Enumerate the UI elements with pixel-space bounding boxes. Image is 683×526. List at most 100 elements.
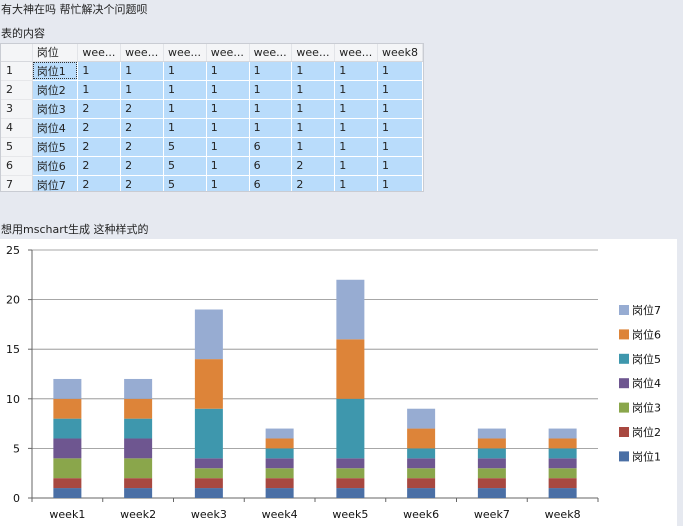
- bar-segment-week4-岗位3: [265, 468, 294, 479]
- data-grid[interactable]: 岗位 wee... wee... wee... wee... wee... we…: [0, 43, 424, 192]
- bar-segment-week7-岗位6: [477, 438, 506, 449]
- column-header[interactable]: wee...: [120, 44, 164, 62]
- table-row[interactable]: 5 岗位5 2 2 5 1 6 1 1 1: [1, 137, 423, 157]
- table-row[interactable]: 2 岗位2 1 1 1 1 1 1 1 1: [1, 80, 423, 100]
- legend-swatch: [619, 353, 629, 364]
- table-cell[interactable]: 2: [77, 137, 122, 157]
- table-cell[interactable]: 1: [377, 61, 423, 81]
- table-cell[interactable]: 1: [120, 61, 164, 81]
- row-header[interactable]: 4: [1, 118, 33, 138]
- table-cell[interactable]: 岗位1: [32, 61, 79, 81]
- table-cell[interactable]: 岗位6: [32, 156, 79, 176]
- table-cell[interactable]: 1: [291, 118, 336, 138]
- table-row[interactable]: 4 岗位4 2 2 1 1 1 1 1 1: [1, 118, 423, 138]
- table-cell[interactable]: 1: [206, 175, 250, 191]
- table-cell[interactable]: 1: [291, 99, 336, 119]
- row-header[interactable]: 2: [1, 80, 33, 100]
- table-cell[interactable]: 1: [377, 80, 423, 100]
- table-cell[interactable]: 5: [163, 137, 207, 157]
- table-cell[interactable]: 1: [206, 80, 250, 100]
- table-cell[interactable]: 1: [334, 118, 379, 138]
- table-cell[interactable]: 1: [249, 61, 293, 81]
- table-cell[interactable]: 1: [77, 61, 122, 81]
- column-header[interactable]: wee...: [249, 44, 293, 62]
- table-cell[interactable]: 2: [120, 175, 164, 191]
- row-header[interactable]: 1: [1, 61, 33, 81]
- table-cell[interactable]: 5: [163, 156, 207, 176]
- table-row[interactable]: 3 岗位3 2 2 1 1 1 1 1 1: [1, 99, 423, 119]
- table-cell[interactable]: 2: [291, 156, 336, 176]
- table-cell[interactable]: 1: [377, 175, 423, 191]
- table-cell[interactable]: 1: [291, 61, 336, 81]
- bar-segment-week1-岗位1: [53, 488, 82, 498]
- table-cell[interactable]: 2: [120, 99, 164, 119]
- corner-header[interactable]: [1, 44, 33, 62]
- table-cell[interactable]: 1: [377, 118, 423, 138]
- table-row[interactable]: 6 岗位6 2 2 5 1 6 2 1 1: [1, 156, 423, 176]
- table-cell[interactable]: 1: [334, 156, 379, 176]
- table-cell[interactable]: 1: [206, 61, 250, 81]
- table-cell[interactable]: 1: [377, 137, 423, 157]
- table-cell[interactable]: 1: [334, 175, 379, 191]
- table-cell[interactable]: 1: [206, 99, 250, 119]
- table-cell[interactable]: 6: [249, 156, 293, 176]
- table-cell[interactable]: 1: [163, 80, 207, 100]
- table-cell[interactable]: 岗位2: [32, 80, 79, 100]
- table-cell[interactable]: 2: [120, 118, 164, 138]
- table-cell[interactable]: 2: [77, 99, 122, 119]
- column-header[interactable]: week8: [377, 44, 423, 62]
- table-cell[interactable]: 1: [377, 156, 423, 176]
- table-cell[interactable]: 2: [77, 175, 122, 191]
- table-cell[interactable]: 2: [77, 118, 122, 138]
- table-cell[interactable]: 岗位5: [32, 137, 79, 157]
- table-cell[interactable]: 岗位3: [32, 99, 79, 119]
- column-header[interactable]: 岗位: [32, 44, 79, 62]
- column-header[interactable]: wee...: [206, 44, 250, 62]
- table-cell[interactable]: 2: [120, 156, 164, 176]
- table-cell[interactable]: 1: [163, 61, 207, 81]
- table-cell[interactable]: 5: [163, 175, 207, 191]
- table-cell[interactable]: 岗位4: [32, 118, 79, 138]
- table-cell[interactable]: 2: [291, 175, 336, 191]
- table-cell[interactable]: 1: [206, 118, 250, 138]
- table-cell[interactable]: 1: [249, 118, 293, 138]
- table-cell[interactable]: 1: [334, 137, 379, 157]
- column-header[interactable]: wee...: [163, 44, 207, 62]
- column-header[interactable]: wee...: [334, 44, 379, 62]
- row-header[interactable]: 7: [1, 175, 33, 191]
- table-cell[interactable]: 1: [334, 80, 379, 100]
- bar-segment-week8-岗位7: [548, 428, 577, 439]
- table-row[interactable]: 1 岗位1 1 1 1 1 1 1 1 1: [1, 61, 423, 81]
- table-cell[interactable]: 1: [163, 118, 207, 138]
- table-cell[interactable]: 1: [249, 80, 293, 100]
- y-tick-label: 25: [6, 244, 20, 257]
- column-header[interactable]: wee...: [291, 44, 336, 62]
- table-cell[interactable]: 1: [206, 137, 250, 157]
- table-cell[interactable]: 6: [249, 175, 293, 191]
- bar-segment-week8-岗位3: [548, 468, 577, 479]
- row-header[interactable]: 5: [1, 137, 33, 157]
- table-row[interactable]: 7 岗位7 2 2 5 1 6 2 1 1: [1, 175, 423, 191]
- row-header[interactable]: 6: [1, 156, 33, 176]
- x-tick-label: week4: [262, 508, 298, 521]
- row-header[interactable]: 3: [1, 99, 33, 119]
- table-cell[interactable]: 2: [77, 156, 122, 176]
- table-cell[interactable]: 1: [77, 80, 122, 100]
- table-cell[interactable]: 1: [163, 99, 207, 119]
- table-cell[interactable]: 6: [249, 137, 293, 157]
- column-header[interactable]: wee...: [77, 44, 122, 62]
- bar-segment-week6-岗位1: [407, 488, 436, 498]
- table-cell[interactable]: 1: [249, 99, 293, 119]
- table-cell[interactable]: 1: [206, 156, 250, 176]
- table-cell[interactable]: 岗位7: [32, 175, 79, 191]
- table-cell[interactable]: 1: [291, 137, 336, 157]
- table-cell[interactable]: 1: [334, 99, 379, 119]
- table-cell[interactable]: 1: [377, 99, 423, 119]
- x-tick-label: week6: [403, 508, 439, 521]
- table-cell[interactable]: 1: [334, 61, 379, 81]
- table-cell[interactable]: 2: [120, 137, 164, 157]
- legend-swatch: [619, 329, 629, 340]
- table-cell[interactable]: 1: [291, 80, 336, 100]
- bar-segment-week1-岗位4: [53, 438, 82, 459]
- table-cell[interactable]: 1: [120, 80, 164, 100]
